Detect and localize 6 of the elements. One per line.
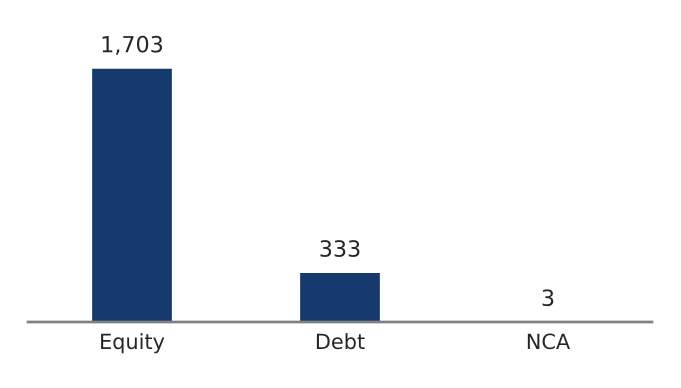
x-tick-label: Debt xyxy=(316,333,365,350)
data-label: 3 xyxy=(542,289,554,306)
x-tick-label: Equity xyxy=(101,333,164,354)
x-tick-label: NCA xyxy=(528,333,570,350)
data-label: 333 xyxy=(320,240,360,257)
data-label: 1,703 xyxy=(102,36,162,55)
